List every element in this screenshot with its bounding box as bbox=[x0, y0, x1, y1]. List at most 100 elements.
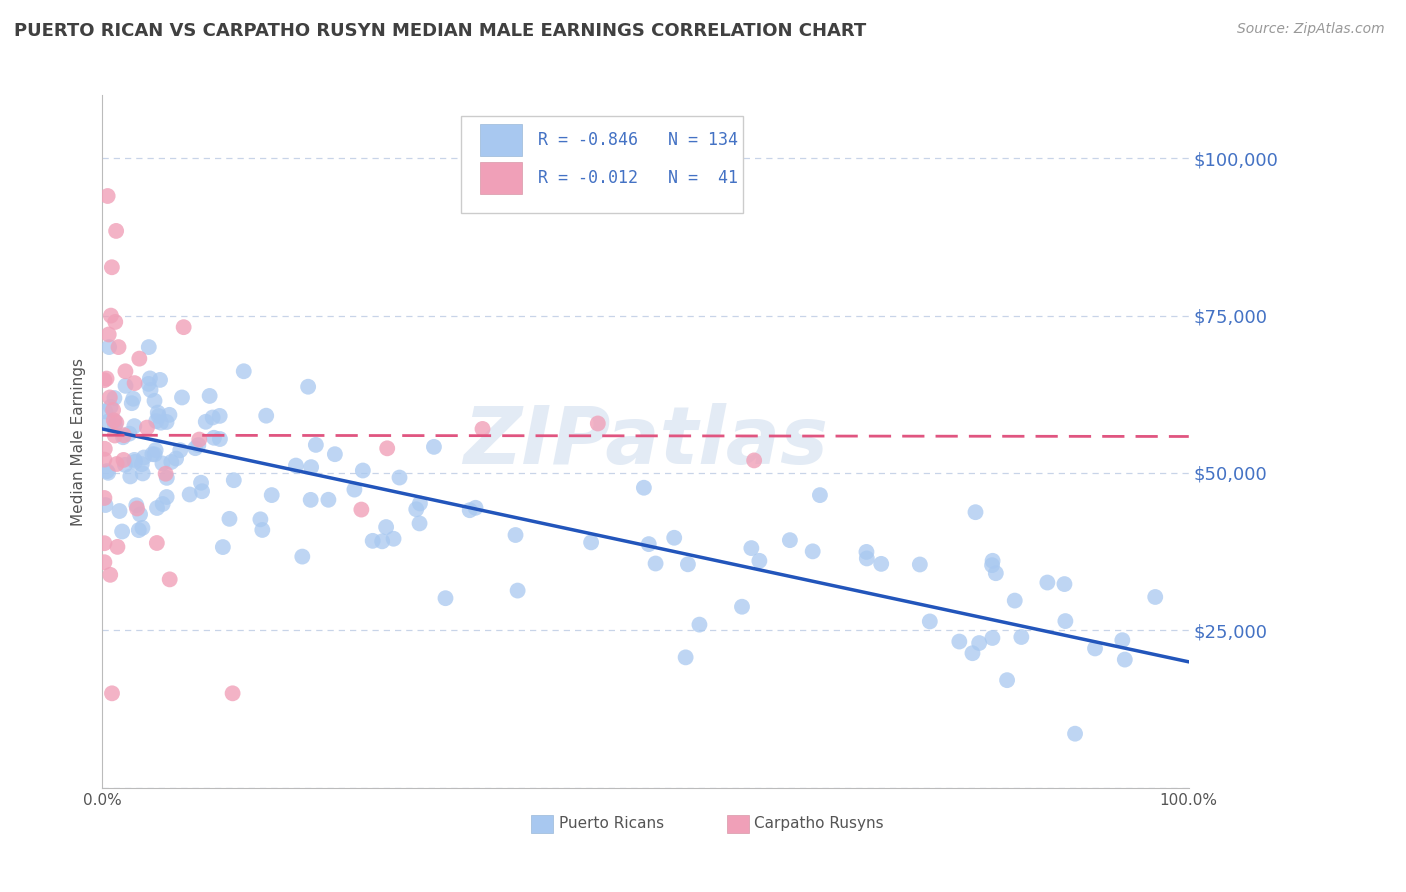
FancyBboxPatch shape bbox=[727, 815, 749, 833]
Point bbox=[101, 686, 124, 700]
Point bbox=[202, 431, 225, 445]
Point bbox=[179, 487, 201, 501]
Point bbox=[855, 545, 877, 559]
Point bbox=[779, 533, 801, 548]
Point bbox=[124, 453, 146, 467]
Point bbox=[586, 417, 609, 431]
Point bbox=[675, 650, 697, 665]
Point bbox=[409, 496, 432, 510]
Text: Carpatho Rusyns: Carpatho Rusyns bbox=[754, 816, 884, 831]
Point bbox=[981, 558, 1004, 573]
Point bbox=[198, 389, 221, 403]
Point bbox=[97, 327, 120, 342]
Point bbox=[120, 469, 142, 483]
Point bbox=[94, 404, 117, 418]
Point bbox=[1144, 590, 1167, 604]
Point bbox=[97, 414, 120, 428]
Point bbox=[1004, 593, 1026, 607]
Point bbox=[688, 617, 710, 632]
Point bbox=[97, 466, 120, 480]
FancyBboxPatch shape bbox=[481, 124, 522, 155]
Point bbox=[104, 418, 127, 433]
Point bbox=[208, 409, 231, 423]
Point bbox=[132, 450, 155, 465]
Point bbox=[260, 488, 283, 502]
Point bbox=[371, 534, 394, 549]
Point bbox=[434, 591, 457, 606]
Point bbox=[159, 408, 181, 422]
Point bbox=[160, 455, 183, 469]
Point bbox=[1054, 614, 1077, 628]
Point bbox=[190, 475, 212, 490]
Point bbox=[96, 371, 118, 385]
Point bbox=[93, 373, 115, 387]
Point bbox=[464, 500, 486, 515]
Point bbox=[141, 447, 163, 461]
Point bbox=[112, 430, 135, 444]
Point bbox=[139, 383, 162, 397]
Point bbox=[104, 428, 127, 442]
Point bbox=[128, 523, 150, 537]
Point bbox=[138, 340, 160, 354]
Point bbox=[121, 396, 143, 410]
Point bbox=[194, 415, 217, 429]
Point bbox=[505, 528, 527, 542]
Point bbox=[579, 535, 602, 549]
Point bbox=[291, 549, 314, 564]
Point bbox=[104, 315, 127, 329]
Point bbox=[124, 376, 146, 391]
FancyBboxPatch shape bbox=[461, 116, 744, 213]
Point bbox=[124, 455, 146, 469]
Point bbox=[100, 309, 122, 323]
Point bbox=[143, 393, 166, 408]
Point bbox=[136, 420, 159, 434]
Point bbox=[249, 512, 271, 526]
Point bbox=[152, 497, 174, 511]
Point bbox=[918, 615, 941, 629]
Point bbox=[100, 400, 122, 414]
Point bbox=[856, 551, 879, 566]
Point bbox=[361, 533, 384, 548]
Point bbox=[105, 224, 128, 238]
Point bbox=[139, 371, 162, 385]
Point bbox=[375, 520, 398, 534]
Point bbox=[125, 498, 148, 512]
Point bbox=[103, 391, 125, 405]
Text: ZIPatlas: ZIPatlas bbox=[463, 402, 828, 481]
Point bbox=[107, 540, 129, 554]
Point bbox=[1111, 633, 1133, 648]
Point bbox=[93, 536, 115, 550]
Point bbox=[187, 438, 209, 452]
Point bbox=[97, 189, 120, 203]
Point bbox=[423, 440, 446, 454]
Point bbox=[644, 557, 666, 571]
Point bbox=[94, 498, 117, 512]
Point bbox=[145, 443, 167, 458]
Point bbox=[748, 554, 770, 568]
FancyBboxPatch shape bbox=[481, 162, 522, 194]
Point bbox=[173, 320, 195, 334]
Point bbox=[156, 490, 179, 504]
Point bbox=[1064, 727, 1087, 741]
Point bbox=[352, 463, 374, 477]
Point bbox=[96, 464, 118, 478]
Point bbox=[405, 502, 427, 516]
Point bbox=[350, 502, 373, 516]
Point bbox=[152, 457, 174, 471]
Point bbox=[131, 467, 153, 481]
Point bbox=[129, 508, 152, 522]
Point bbox=[1010, 630, 1032, 644]
Point bbox=[801, 544, 824, 558]
Point bbox=[318, 492, 340, 507]
Point bbox=[118, 426, 141, 441]
Point bbox=[98, 567, 121, 582]
Point bbox=[221, 686, 243, 700]
Text: R = -0.012   N =  41: R = -0.012 N = 41 bbox=[538, 169, 738, 187]
Point bbox=[297, 380, 319, 394]
Point bbox=[808, 488, 831, 502]
Point bbox=[98, 391, 121, 405]
Point bbox=[103, 413, 125, 427]
Point bbox=[101, 403, 124, 417]
Point bbox=[131, 521, 153, 535]
Point bbox=[284, 458, 307, 473]
